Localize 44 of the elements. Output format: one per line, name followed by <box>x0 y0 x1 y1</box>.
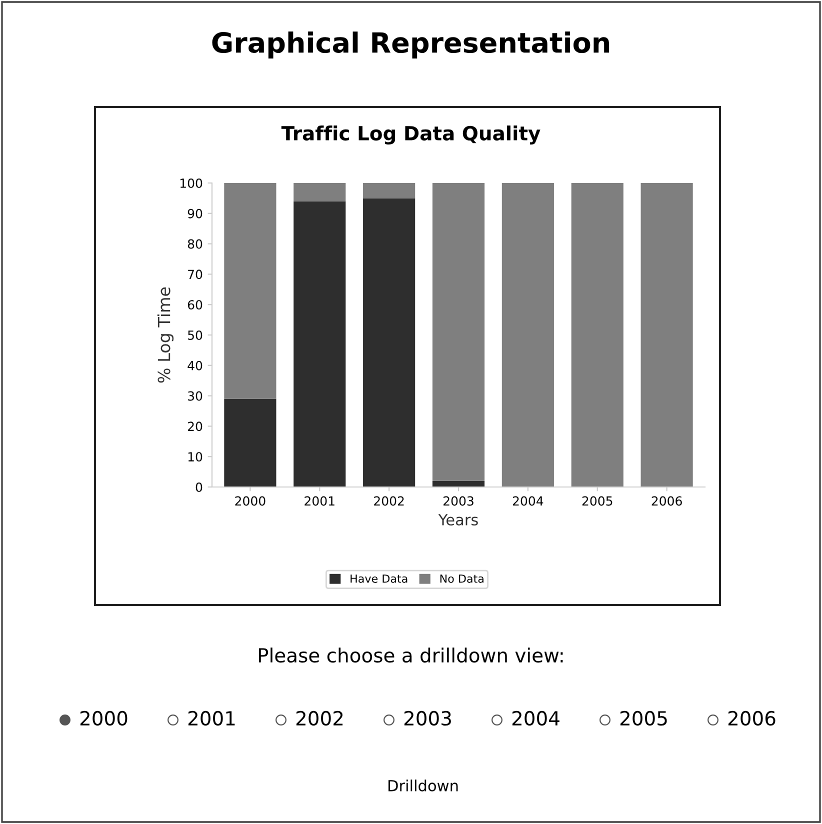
bar <box>294 183 346 202</box>
y-tick-label: 40 <box>188 360 202 370</box>
y-tick-label: 20 <box>188 422 202 432</box>
text: 2002 <box>296 710 343 726</box>
bar <box>571 183 624 487</box>
text: 2001 <box>188 710 235 726</box>
y-tick-label: 70 <box>188 270 202 280</box>
x-tick-label: 2000 <box>235 496 266 506</box>
y-tick-label: 0 <box>196 482 202 492</box>
x-tick-label: 2004 <box>512 496 544 506</box>
legend-label: No Data <box>440 574 484 583</box>
legend-label: Have Data <box>350 574 408 583</box>
bar <box>363 183 416 198</box>
y-axis-title: % Log Time <box>157 287 174 383</box>
x-tick-label: 2002 <box>374 496 404 506</box>
x-tick-label: 2006 <box>652 496 682 506</box>
y-tick-label: 60 <box>188 300 202 310</box>
bar <box>363 198 416 487</box>
bar <box>224 183 276 399</box>
text: 2003 <box>404 710 451 726</box>
bar <box>294 201 346 487</box>
y-tick-label: 50 <box>188 330 202 340</box>
bar <box>502 183 554 487</box>
text: 2006 <box>728 710 776 726</box>
bar <box>432 183 485 481</box>
y-tick-label: 80 <box>188 239 202 249</box>
text: 2000 <box>80 710 128 726</box>
y-tick-label: 30 <box>188 391 202 401</box>
chart-title: Traffic Log Data Quality <box>281 126 540 144</box>
text: 2004 <box>512 710 560 726</box>
text: Please choose a drilldown view: <box>258 648 563 663</box>
bar <box>224 398 276 487</box>
x-tick-label: 2005 <box>582 496 612 506</box>
text: 2005 <box>620 710 667 726</box>
bar <box>432 480 485 487</box>
x-axis-title: Years <box>438 514 478 526</box>
x-tick-label: 2001 <box>304 496 334 506</box>
x-tick-label: 2003 <box>444 496 474 506</box>
text: Graphical Representation <box>212 32 609 58</box>
y-tick-label: 10 <box>188 452 202 462</box>
text: Drilldown <box>388 780 458 792</box>
y-tick-label: 90 <box>188 208 202 218</box>
bar <box>640 183 693 487</box>
y-tick-label: 100 <box>180 178 202 188</box>
